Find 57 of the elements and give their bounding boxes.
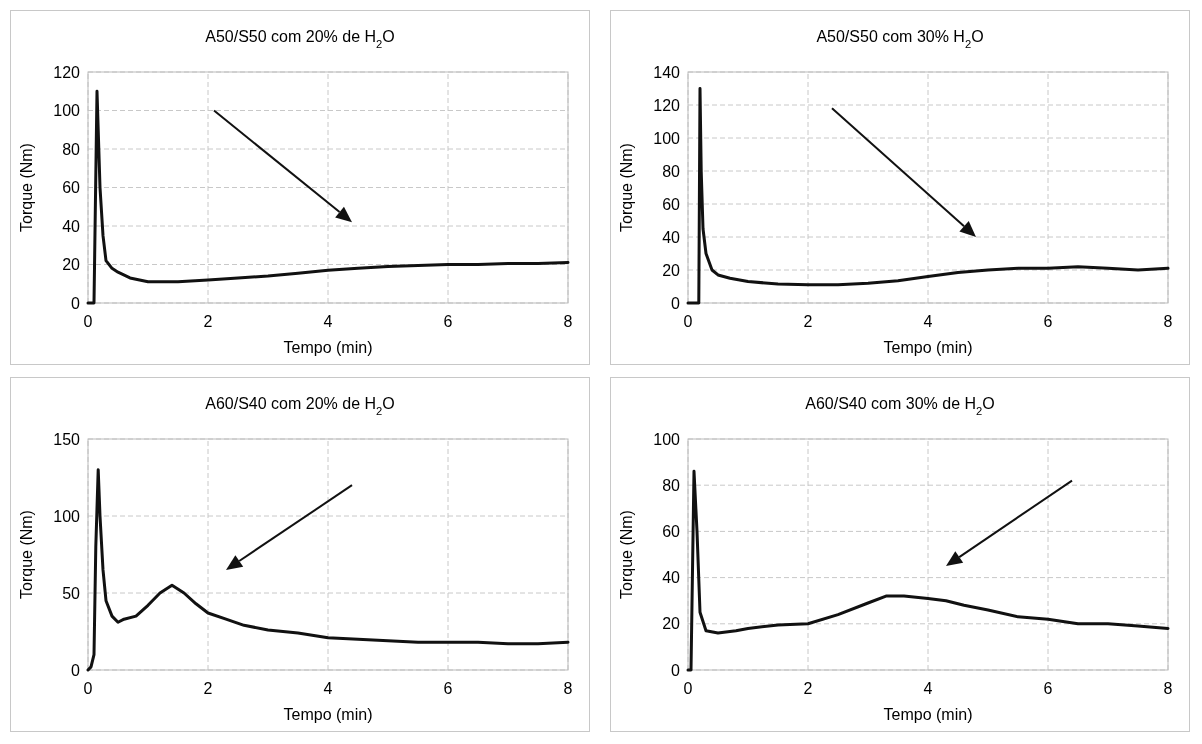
y-axis-title: Torque (Nm) [618,510,635,599]
x-tick-label: 6 [1043,680,1053,697]
y-tick-label: 50 [62,584,81,602]
x-tick-label: 2 [203,680,213,697]
x-tick-label: 2 [803,313,813,330]
y-tick-label: 0 [71,294,81,312]
x-tick-label: 8 [1163,313,1173,330]
x-tick-label: 8 [563,313,573,330]
x-tick-label: 0 [83,313,93,330]
x-tick-label: 4 [923,313,933,330]
x-tick-label: 2 [803,680,813,697]
x-axis-title: Tempo (min) [283,706,373,723]
x-tick-label: 8 [1163,680,1173,697]
y-tick-label: 20 [62,256,81,274]
x-tick-label: 4 [323,313,333,330]
y-tick-label: 80 [662,162,681,180]
chart-title: A50/S50 com 20% de H$_{2}$O [205,28,395,50]
y-axis-title: Torque (Nm) [618,143,635,232]
y-tick-label: 100 [653,129,681,147]
y-tick-label: 0 [71,661,81,679]
y-tick-label: 60 [662,523,681,540]
x-tick-label: 0 [83,680,93,697]
y-tick-label: 80 [62,140,81,158]
y-tick-label: 40 [62,217,81,235]
x-tick-label: 8 [563,680,573,697]
y-tick-label: 60 [62,179,81,197]
chart-title: A60/S40 com 20% de H$_{2}$O [205,395,395,417]
y-tick-label: 0 [671,294,681,312]
y-tick-label: 100 [53,507,81,525]
y-tick-label: 100 [653,430,681,448]
x-tick-label: 0 [683,313,693,330]
y-tick-label: 120 [653,96,681,114]
y-tick-label: 40 [662,228,681,246]
x-tick-label: 4 [923,680,933,697]
x-axis-title: Tempo (min) [283,339,373,356]
x-tick-label: 4 [323,680,333,697]
y-tick-label: 150 [53,430,81,448]
y-tick-label: 60 [662,195,681,213]
chart-title: A50/S50 com 30% H$_{2}$O [816,28,984,50]
y-axis-title: Torque (Nm) [18,510,35,599]
y-tick-label: 140 [653,63,681,81]
x-axis-title: Tempo (min) [883,706,973,723]
x-tick-label: 6 [443,313,453,330]
y-tick-label: 40 [662,569,681,587]
y-tick-label: 100 [53,102,81,120]
x-tick-label: 2 [203,313,213,330]
x-tick-label: 6 [443,680,453,697]
y-tick-label: 120 [53,63,81,81]
chart-title: A60/S40 com 30% de H$_{2}$O [805,395,995,417]
y-tick-label: 0 [671,661,681,679]
y-tick-label: 20 [662,615,681,633]
y-tick-label: 80 [662,476,681,494]
x-tick-label: 0 [683,680,693,697]
x-tick-label: 6 [1043,313,1053,330]
y-tick-label: 20 [662,261,681,279]
y-axis-title: Torque (Nm) [18,143,35,232]
x-axis-title: Tempo (min) [883,339,973,356]
